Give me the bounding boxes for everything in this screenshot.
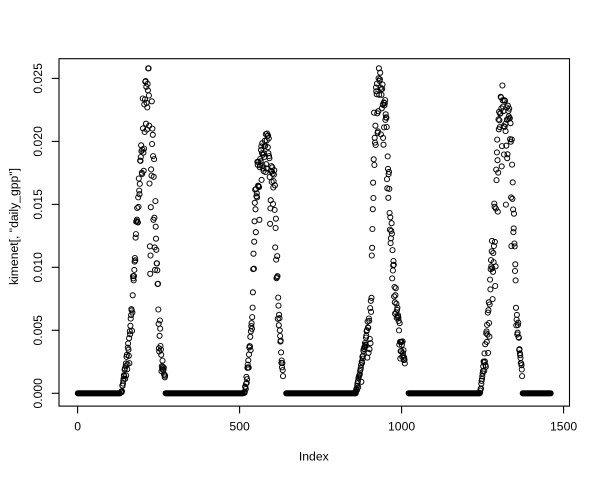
svg-text:1500: 1500 xyxy=(550,420,577,434)
svg-text:0.005: 0.005 xyxy=(31,315,45,346)
svg-text:0.000: 0.000 xyxy=(31,378,45,409)
svg-text:0.020: 0.020 xyxy=(31,126,45,157)
svg-text:500: 500 xyxy=(229,420,250,434)
svg-text:Index: Index xyxy=(299,450,329,464)
svg-text:0.010: 0.010 xyxy=(31,252,45,283)
svg-text:0: 0 xyxy=(74,420,81,434)
svg-text:kimenet[, "daily_gpp"]: kimenet[, "daily_gpp"] xyxy=(7,168,21,285)
svg-text:1000: 1000 xyxy=(388,420,415,434)
svg-text:0.025: 0.025 xyxy=(31,63,45,94)
svg-text:0.015: 0.015 xyxy=(31,189,45,220)
